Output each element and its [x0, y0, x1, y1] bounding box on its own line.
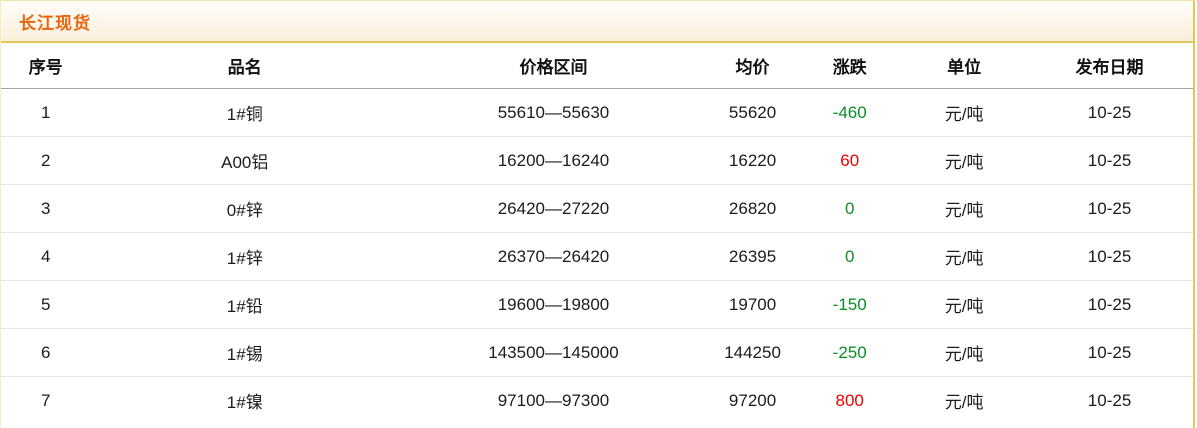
price-range-cell: 16200—16240 [399, 136, 708, 185]
col-header-publish-date: 发布日期 [1026, 43, 1193, 89]
product-name-cell: 1#镍 [90, 376, 400, 424]
price-range-cell: 143500—145000 [399, 328, 708, 377]
change-value-cell: -460 [797, 88, 903, 137]
avg-price-cell: 19700 [707, 280, 798, 329]
table-row: 5 1#铅 19600—19800 19700 -150 元/吨 10-25 [1, 280, 1193, 329]
product-name-cell: 1#锡 [90, 328, 400, 377]
table-body: 1 1#铜 55610—55630 55620 -460 元/吨 10-25 2 A00铝 162… [1, 88, 1193, 424]
publish-date-cell: 10-25 [1026, 88, 1193, 137]
publish-date-cell: 10-25 [1026, 184, 1193, 233]
price-range-cell: 55610—55630 [399, 88, 708, 137]
avg-price-cell: 16220 [707, 136, 798, 185]
avg-price-cell: 97200 [707, 376, 798, 424]
col-header-avg-price: 均价 [707, 43, 798, 89]
unit-cell: 元/吨 [902, 232, 1027, 281]
col-header-change: 涨跌 [797, 43, 903, 89]
price-range-cell: 26420—27220 [399, 184, 708, 233]
avg-price-cell: 55620 [707, 88, 798, 137]
row-index-cell: 6 [1, 328, 91, 377]
table-row: 3 0#锌 26420—27220 26820 0 元/吨 10-25 [1, 184, 1193, 233]
col-header-index: 序号 [1, 43, 91, 89]
table-row: 2 A00铝 16200—16240 16220 60 元/吨 10-25 [1, 136, 1193, 185]
price-range-cell: 97100—97300 [399, 376, 708, 424]
panel-title: 长江现货 [19, 13, 91, 33]
table-row: 7 1#镍 97100—97300 97200 800 元/吨 10-25 [1, 376, 1193, 424]
product-name-cell: 1#铜 [90, 88, 400, 137]
row-index-cell: 7 [1, 376, 91, 424]
row-index-cell: 2 [1, 136, 91, 185]
publish-date-cell: 10-25 [1026, 232, 1193, 281]
change-value-cell: 0 [797, 184, 903, 233]
publish-date-cell: 10-25 [1026, 376, 1193, 424]
publish-date-cell: 10-25 [1026, 280, 1193, 329]
publish-date-cell: 10-25 [1026, 328, 1193, 377]
col-header-unit: 单位 [902, 43, 1027, 89]
table-row: 6 1#锡 143500—145000 144250 -250 元/吨 10-25 [1, 328, 1193, 377]
unit-cell: 元/吨 [902, 184, 1027, 233]
row-index-cell: 3 [1, 184, 91, 233]
price-table: 序号 品名 价格区间 均价 涨跌 单位 发布日期 1 1#铜 55610—55630… [1, 43, 1193, 424]
publish-date-cell: 10-25 [1026, 136, 1193, 185]
unit-cell: 元/吨 [902, 376, 1027, 424]
price-range-cell: 26370—26420 [399, 232, 708, 281]
avg-price-cell: 26820 [707, 184, 798, 233]
change-value-cell: 800 [797, 376, 903, 424]
col-header-price-range: 价格区间 [399, 43, 708, 89]
row-index-cell: 5 [1, 280, 91, 329]
col-header-product-name: 品名 [90, 43, 400, 89]
product-name-cell: 1#锌 [90, 232, 400, 281]
table-header-row: 序号 品名 价格区间 均价 涨跌 单位 发布日期 [1, 43, 1193, 89]
unit-cell: 元/吨 [902, 280, 1027, 329]
change-value-cell: -250 [797, 328, 903, 377]
unit-cell: 元/吨 [902, 328, 1027, 377]
table-row: 1 1#铜 55610—55630 55620 -460 元/吨 10-25 [1, 88, 1193, 137]
row-index-cell: 1 [1, 88, 91, 137]
row-index-cell: 4 [1, 232, 91, 281]
avg-price-cell: 26395 [707, 232, 798, 281]
change-value-cell: -150 [797, 280, 903, 329]
product-name-cell: 1#铅 [90, 280, 400, 329]
avg-price-cell: 144250 [707, 328, 798, 377]
unit-cell: 元/吨 [902, 136, 1027, 185]
unit-cell: 元/吨 [902, 88, 1027, 137]
price-range-cell: 19600—19800 [399, 280, 708, 329]
change-value-cell: 0 [797, 232, 903, 281]
change-value-cell: 60 [797, 136, 903, 185]
panel-titlebar: 长江现货 [1, 1, 1193, 43]
product-name-cell: A00铝 [90, 136, 400, 185]
product-name-cell: 0#锌 [90, 184, 400, 233]
table-row: 4 1#锌 26370—26420 26395 0 元/吨 10-25 [1, 232, 1193, 281]
